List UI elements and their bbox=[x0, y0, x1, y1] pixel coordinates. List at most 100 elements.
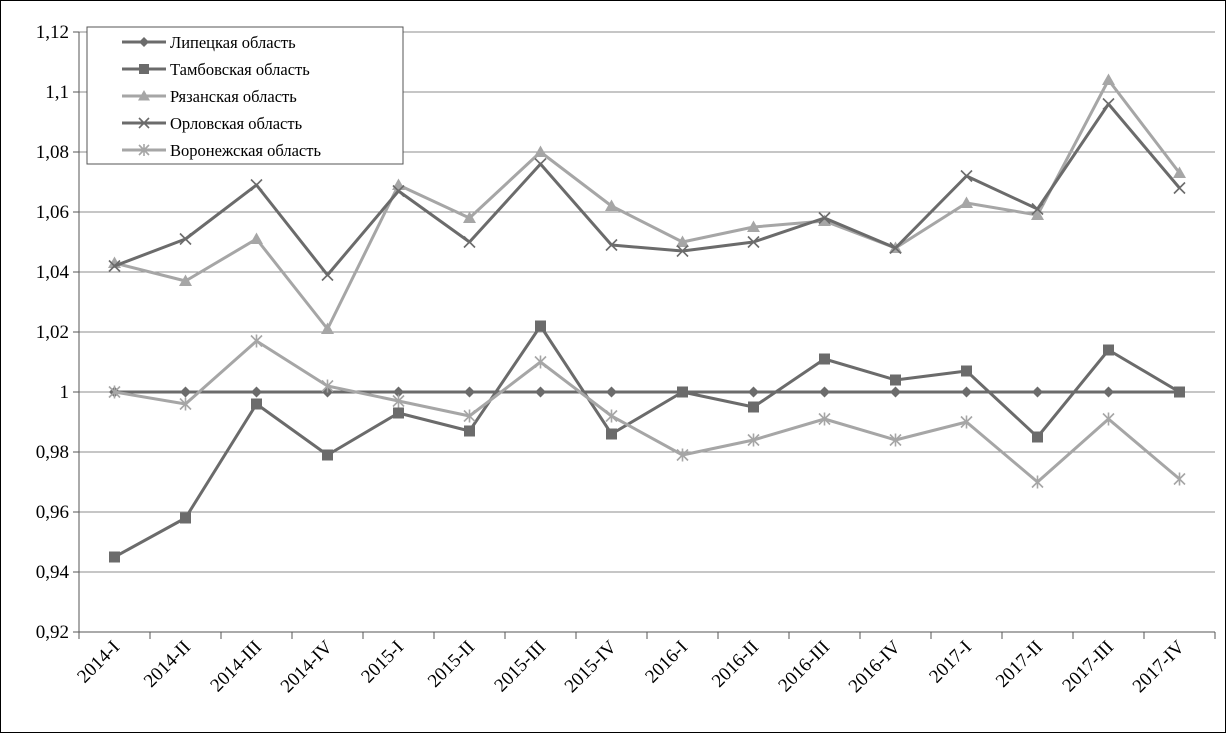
data-point bbox=[747, 433, 760, 447]
y-tick-label: 0,92 bbox=[36, 622, 69, 643]
x-tick-label: 2015-II bbox=[424, 637, 479, 692]
series-layer bbox=[108, 73, 1186, 563]
data-point bbox=[251, 386, 262, 398]
legend-label: Орловская область bbox=[170, 114, 303, 133]
data-point bbox=[606, 386, 617, 398]
data-point bbox=[1031, 475, 1044, 489]
data-point bbox=[677, 386, 688, 398]
legend-label: Тамбовская область bbox=[170, 60, 310, 79]
data-point bbox=[605, 199, 618, 211]
data-point bbox=[960, 196, 973, 208]
data-point bbox=[676, 235, 689, 247]
data-point bbox=[463, 409, 476, 423]
data-point bbox=[748, 386, 759, 398]
y-tick-label: 1,12 bbox=[36, 22, 69, 43]
series-1 bbox=[109, 386, 1185, 398]
data-point bbox=[393, 407, 404, 419]
data-point bbox=[890, 374, 901, 386]
data-point bbox=[747, 235, 760, 249]
data-point bbox=[960, 415, 973, 429]
series-4 bbox=[108, 97, 1186, 282]
data-point bbox=[1102, 73, 1115, 85]
x-tick-label: 2014-IV bbox=[277, 636, 338, 697]
data-point bbox=[889, 433, 902, 447]
data-point bbox=[960, 169, 973, 183]
y-tick-label: 1,04 bbox=[36, 262, 70, 283]
data-point bbox=[108, 385, 121, 399]
data-point bbox=[747, 220, 760, 232]
legend-marker bbox=[138, 90, 150, 101]
data-point bbox=[392, 178, 405, 190]
data-point bbox=[179, 232, 192, 246]
data-point bbox=[605, 238, 618, 252]
legend-label: Рязанская область bbox=[170, 87, 297, 106]
y-tick-label: 1 bbox=[60, 382, 70, 403]
data-point bbox=[180, 386, 191, 398]
series-line bbox=[114, 339, 1181, 484]
axes bbox=[73, 31, 1216, 639]
y-tick-label: 1,06 bbox=[36, 202, 69, 223]
data-point bbox=[393, 386, 404, 398]
data-point bbox=[1031, 202, 1044, 216]
x-tick-labels: 2014-I 2014-II 2014-III 2014-IV 2015-I 2015-I… bbox=[73, 636, 1189, 697]
legend-marker bbox=[139, 37, 149, 47]
data-point bbox=[1102, 97, 1115, 111]
data-point bbox=[109, 551, 120, 563]
data-point bbox=[676, 448, 689, 462]
legend-entry: Рязанская область bbox=[122, 87, 297, 106]
legend-entry: Тамбовская область bbox=[122, 60, 310, 79]
data-point bbox=[179, 397, 192, 411]
x-tick-label: 2014-I bbox=[73, 637, 124, 688]
data-point bbox=[250, 334, 263, 348]
series-line bbox=[113, 102, 1181, 277]
data-point bbox=[818, 412, 831, 426]
series-line bbox=[113, 324, 1181, 559]
x-tick-label: 2017-III bbox=[1058, 637, 1118, 697]
y-tick-label: 1,1 bbox=[45, 82, 69, 103]
x-tick-label: 2015-IV bbox=[561, 636, 622, 697]
data-point bbox=[464, 386, 475, 398]
legend-marker bbox=[139, 64, 149, 74]
y-tick-label: 1,02 bbox=[36, 322, 69, 343]
data-point bbox=[1174, 386, 1185, 398]
data-point bbox=[321, 268, 334, 282]
data-point bbox=[748, 401, 759, 413]
data-point bbox=[1103, 344, 1114, 356]
legend-entry: Орловская область bbox=[122, 114, 303, 133]
data-point bbox=[819, 386, 830, 398]
x-tick-label: 2017-I bbox=[925, 637, 976, 688]
legend-entry: Воронежская область bbox=[122, 141, 321, 160]
data-point bbox=[890, 386, 901, 398]
data-point bbox=[322, 449, 333, 461]
data-point bbox=[676, 244, 689, 258]
data-point bbox=[961, 386, 972, 398]
data-point bbox=[534, 145, 547, 157]
y-tick-label: 0,94 bbox=[36, 562, 70, 583]
legend: Липецкая область Тамбовская область Рязанс… bbox=[86, 26, 404, 165]
data-point bbox=[818, 211, 831, 225]
data-point bbox=[534, 157, 547, 171]
data-point bbox=[392, 184, 405, 198]
y-tick-label: 0,98 bbox=[36, 442, 69, 463]
legend-label: Липецкая область bbox=[170, 33, 296, 52]
data-point bbox=[464, 425, 475, 437]
data-point bbox=[179, 274, 192, 286]
data-point bbox=[251, 398, 262, 410]
data-point bbox=[535, 386, 546, 398]
x-tick-label: 2015-I bbox=[357, 637, 408, 688]
data-point bbox=[961, 365, 972, 377]
data-point bbox=[321, 379, 334, 393]
data-point bbox=[1102, 412, 1115, 426]
legend-entry: Липецкая область bbox=[122, 33, 296, 52]
series-3 bbox=[108, 73, 1186, 334]
data-point bbox=[535, 320, 546, 332]
x-tick-label: 2017-II bbox=[992, 637, 1047, 692]
x-tick-label: 2015-III bbox=[490, 637, 550, 697]
data-point bbox=[1173, 472, 1186, 486]
data-point bbox=[1173, 181, 1186, 195]
x-tick-label: 2016-IV bbox=[845, 636, 906, 697]
data-point bbox=[1031, 208, 1044, 220]
x-tick-label: 2016-I bbox=[641, 637, 692, 688]
data-point bbox=[1103, 386, 1114, 398]
